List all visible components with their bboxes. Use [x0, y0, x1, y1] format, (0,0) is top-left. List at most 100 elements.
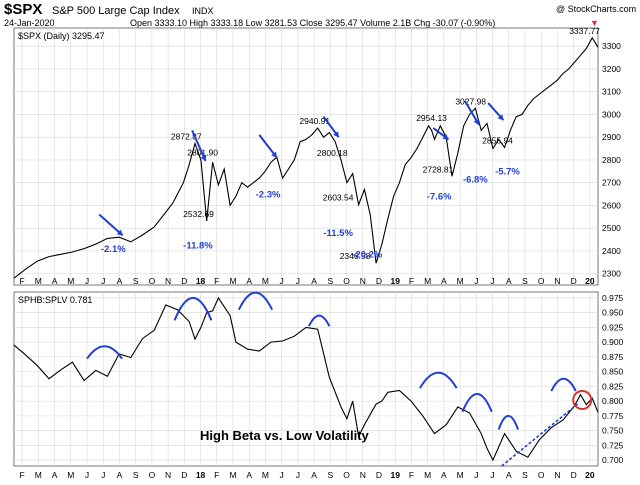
y-tick-label: 0.950	[602, 308, 624, 318]
x-tick-label: O	[149, 276, 156, 286]
y-tick-label: 0.975	[602, 293, 624, 303]
peak-arc	[497, 414, 519, 430]
peak-arc	[419, 371, 458, 389]
y-tick-label: 0.850	[602, 367, 624, 377]
x-tick-label: M	[67, 470, 74, 480]
x-tick-label: D	[571, 276, 577, 286]
drawdown-label: -2.3%	[256, 189, 281, 200]
x-tick-label: A	[311, 276, 317, 286]
drawdown-arrow	[98, 213, 124, 237]
x-tick-label: J	[296, 470, 300, 480]
x-tick-label: A	[506, 470, 512, 480]
x-tick-label: J	[101, 470, 105, 480]
arrowhead-icon	[442, 133, 449, 140]
arrowhead-icon	[333, 131, 339, 138]
drawdown-label: -6.8%	[463, 175, 488, 186]
y-tick-label: 3100	[602, 87, 621, 97]
highlight-circle	[572, 389, 593, 410]
y-tick-label: 2900	[602, 132, 621, 142]
drawdown-label: -2.1%	[101, 244, 126, 255]
drawdown-label: -5.7%	[495, 167, 520, 178]
y-tick-label: 2600	[602, 200, 621, 210]
quote-line: Open 3333.10 High 3333.18 Low 3281.53 Cl…	[130, 18, 495, 28]
symbol-title: $SPX	[4, 1, 42, 18]
price-point-label: 2940.91	[299, 116, 330, 126]
x-tick-label: O	[343, 276, 350, 286]
x-tick-label: D	[376, 276, 382, 286]
drawdown-label: -11.8%	[183, 241, 213, 252]
date-label: 24-Jan-2020	[4, 18, 55, 28]
arrowhead-icon	[473, 118, 479, 125]
x-tick-label: N	[165, 470, 171, 480]
peak-arc	[86, 345, 123, 360]
x-tick-label: S	[522, 470, 528, 480]
x-tick-label: J	[85, 276, 89, 286]
drawdown-label: -20.2%	[352, 250, 383, 261]
x-tick-label: M	[457, 470, 464, 480]
arrowhead-icon	[497, 114, 504, 121]
x-tick-label: F	[214, 276, 219, 286]
x-tick-label: M	[457, 276, 464, 286]
y-tick-label: 2700	[602, 178, 621, 188]
peak-arc	[308, 314, 331, 327]
x-tick-label: D	[181, 276, 187, 286]
x-tick-label: N	[554, 470, 560, 480]
x-tick-label: J	[280, 276, 284, 286]
peak-arc	[173, 297, 213, 321]
x-tick-label: M	[229, 276, 236, 286]
x-tick-label: O	[149, 470, 156, 480]
x-tick-label: J	[474, 470, 478, 480]
x-tick-label: A	[441, 276, 447, 286]
y-tick-label: 0.800	[602, 396, 624, 406]
y-tick-label: 0.925	[602, 322, 624, 332]
y-tick-label: 2300	[602, 269, 621, 279]
x-tick-label: A	[311, 470, 317, 480]
ratio-grid	[14, 292, 598, 466]
x-tick-label: F	[20, 276, 25, 286]
x-tick-label: N	[360, 276, 366, 286]
x-tick-label: J	[296, 276, 300, 286]
x-tick-label: J	[101, 276, 105, 286]
drawdown-label: -11.5%	[323, 228, 353, 239]
y-tick-label: 0.825	[602, 381, 624, 391]
x-tick-label: 19	[390, 470, 400, 480]
x-tick-label: M	[67, 276, 74, 286]
price-point-label: 2800.18	[317, 148, 348, 158]
sphb-splv-line	[13, 296, 599, 462]
peak-arc	[550, 377, 577, 392]
price-point-label: 3337.77	[569, 26, 600, 36]
price-y-axis: 2300 2400 2500 2600 2700 2800 2900 3000 3100 3200…	[602, 41, 621, 278]
price-point-label: 3027.98	[455, 96, 486, 106]
peak-arcs	[86, 291, 577, 430]
x-tick-label: J	[490, 470, 494, 480]
y-tick-label: 3000	[602, 109, 621, 119]
y-tick-label: 0.750	[602, 426, 624, 436]
x-tick-label: J	[85, 470, 89, 480]
down-arrow-icon: ▼	[590, 18, 599, 28]
ratio-x-axis: F M A M J J A S O N D 18 F M A M J J A S O N D 19 F M A M J J A S O N D 20	[20, 470, 595, 480]
x-tick-label: O	[538, 276, 545, 286]
peak-arc	[461, 393, 493, 413]
x-tick-label: M	[35, 276, 42, 286]
drawdown-label: -7.6%	[427, 192, 452, 203]
price-point-label: 2346.58	[340, 251, 371, 261]
price-grid	[14, 28, 598, 285]
x-tick-label: M	[262, 470, 269, 480]
x-tick-label: O	[538, 470, 545, 480]
ratio-y-axis: 0.700 0.725 0.750 0.775 0.800 0.825 0.850 0.875…	[602, 293, 624, 465]
x-tick-label: A	[246, 276, 252, 286]
price-point-label: 2603.54	[323, 193, 354, 203]
x-tick-label: A	[52, 276, 58, 286]
x-tick-label: 19	[390, 276, 400, 286]
arrowhead-icon	[200, 155, 207, 162]
index-name: S&P 500 Large Cap Index	[52, 5, 180, 17]
x-tick-label: S	[327, 276, 333, 286]
x-tick-label: J	[490, 276, 494, 286]
x-tick-label: 20	[585, 470, 595, 480]
x-tick-label: M	[35, 470, 42, 480]
y-tick-label: 0.700	[602, 455, 624, 465]
exchange-label: INDX	[192, 6, 214, 16]
support-trendline	[501, 403, 579, 467]
x-tick-label: A	[117, 276, 123, 286]
price-panel	[13, 27, 599, 286]
